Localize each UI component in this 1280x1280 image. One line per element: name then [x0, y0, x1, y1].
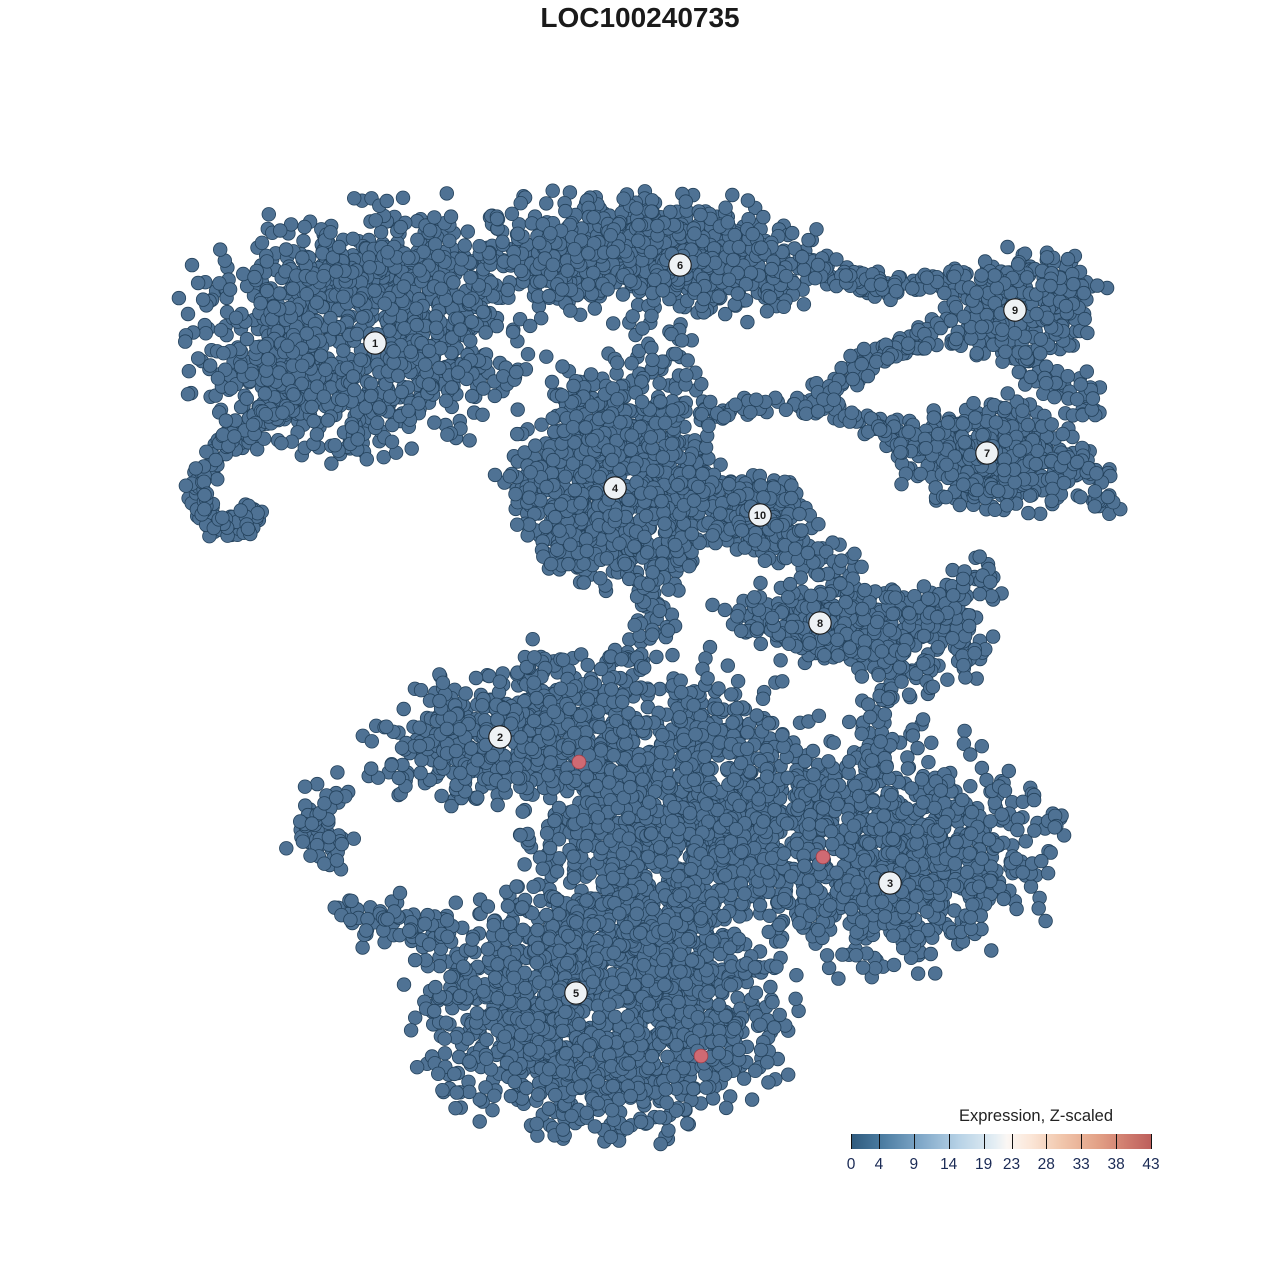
svg-text:1: 1	[372, 338, 378, 350]
svg-text:9: 9	[1012, 305, 1018, 317]
svg-text:2: 2	[497, 732, 503, 744]
svg-text:6: 6	[677, 260, 683, 272]
svg-text:7: 7	[984, 448, 990, 460]
svg-text:3: 3	[887, 878, 893, 890]
svg-text:4: 4	[612, 483, 619, 495]
svg-text:10: 10	[754, 510, 766, 522]
svg-text:5: 5	[573, 988, 579, 1000]
svg-text:8: 8	[817, 618, 823, 630]
